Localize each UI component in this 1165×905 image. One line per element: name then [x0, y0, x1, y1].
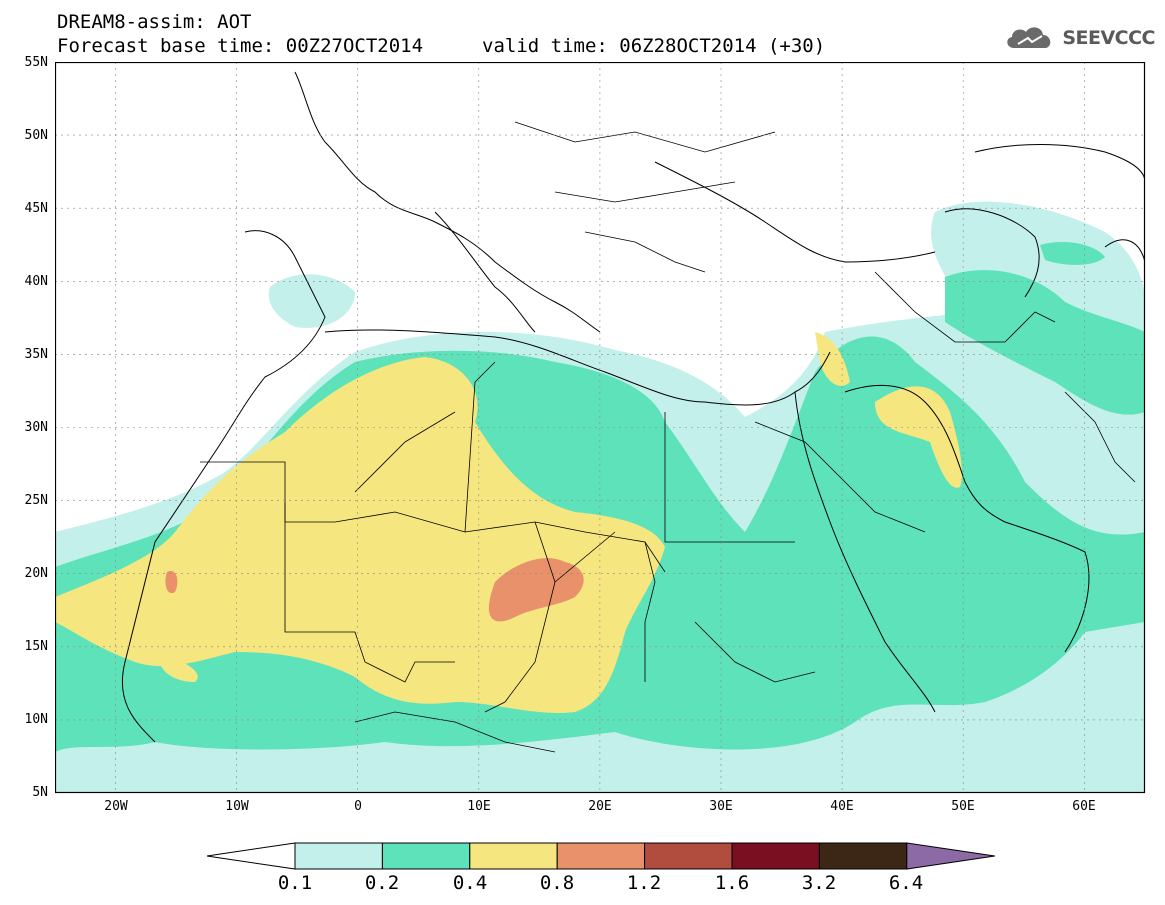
country-borders	[200, 121, 1136, 753]
lon-label: 50E	[951, 799, 975, 814]
lat-label: 25N	[24, 493, 48, 508]
map-frame	[55, 62, 1146, 794]
coastlines	[121, 71, 1145, 743]
seevccc-logo: SEEVCCC	[1002, 22, 1155, 54]
colorbar-label: 3.2	[801, 872, 837, 894]
colorbar-box	[381, 842, 471, 870]
colorbar-box	[818, 842, 908, 870]
cloud-icon	[1007, 27, 1051, 48]
colorbar-box	[294, 842, 383, 870]
lon-label: 20W	[104, 799, 128, 814]
colorbar-label: 1.2	[626, 872, 662, 894]
lat-label: 35N	[24, 347, 48, 362]
lat-label: 45N	[24, 201, 48, 216]
colorbar-arrow-high	[906, 842, 995, 870]
lat-label: 30N	[24, 420, 48, 435]
lon-label: 40E	[830, 799, 854, 814]
lat-label: 50N	[24, 128, 48, 143]
colorbar-label: 6.4	[888, 872, 924, 894]
lat-label: 5N	[32, 785, 48, 800]
lon-label: 20E	[588, 799, 612, 814]
aot-band-0.4	[55, 332, 962, 714]
lon-label: 0	[354, 799, 362, 814]
colorbar-arrow-low	[206, 842, 296, 870]
logo-text: SEEVCCC	[1062, 27, 1155, 49]
aot-map	[55, 62, 1146, 794]
lon-label: 30E	[709, 799, 733, 814]
lon-label: 60E	[1072, 799, 1096, 814]
colorbar-label: 0.8	[539, 872, 575, 894]
colorbar	[206, 842, 995, 870]
colorbar-box	[644, 842, 733, 870]
colorbar-box	[731, 842, 820, 870]
colorbar-box	[556, 842, 646, 870]
colorbar-label: 1.6	[714, 872, 750, 894]
colorbar-label: 0.2	[364, 872, 400, 894]
lon-label: 10W	[225, 799, 249, 814]
lat-label: 40N	[24, 274, 48, 289]
lat-label: 55N	[24, 55, 48, 70]
colorbar-label: 0.1	[277, 872, 313, 894]
lat-label: 20N	[24, 566, 48, 581]
colorbar-label: 0.4	[452, 872, 488, 894]
lat-label: 10N	[24, 712, 48, 727]
lon-label: 10E	[467, 799, 491, 814]
chart-title: DREAM8-assim: AOT	[57, 11, 252, 33]
grid-lines	[55, 62, 1145, 793]
forecast-base-time: Forecast base time: 00Z27OCT2014	[57, 35, 424, 57]
lat-label: 15N	[24, 639, 48, 654]
colorbar-box	[469, 842, 558, 870]
valid-time: valid time: 06Z28OCT2014 (+30)	[482, 35, 826, 57]
